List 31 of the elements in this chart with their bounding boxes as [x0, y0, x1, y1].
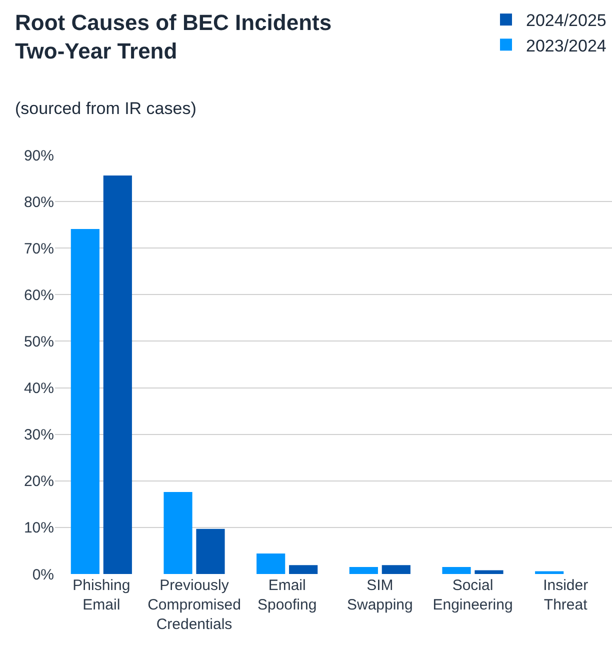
- bar: [164, 492, 192, 574]
- y-tick-label: 60%: [24, 286, 54, 304]
- legend-label: 2023/2024: [526, 36, 606, 56]
- bar: [474, 570, 504, 574]
- bar: [442, 567, 471, 574]
- x-tick-label: Insider Threat: [543, 577, 588, 614]
- bar: [103, 175, 132, 574]
- chart-title: Root Causes of BEC Incidents Two-Year Trend: [15, 10, 332, 64]
- bar: [70, 229, 100, 574]
- bar: [196, 528, 225, 574]
- x-tick-label: Email Spoofing: [257, 577, 317, 614]
- x-tick-label: SIM Swapping: [346, 577, 413, 614]
- y-tick-label: 50%: [24, 333, 54, 350]
- y-tick-label: 0%: [32, 566, 54, 584]
- y-tick-label: 70%: [24, 240, 54, 258]
- bar: [349, 567, 378, 574]
- bar: [289, 565, 318, 574]
- y-tick-label: 80%: [24, 194, 54, 211]
- x-tick-label: Previously Compromised Credentials: [148, 577, 241, 633]
- y-tick-label: 10%: [24, 520, 54, 537]
- bar: [382, 565, 410, 574]
- legend-label: 2024/2025: [526, 11, 606, 30]
- bar: [256, 554, 286, 574]
- y-tick-label: 90%: [24, 147, 54, 164]
- bar: [535, 571, 564, 574]
- x-tick-label: Phishing Email: [72, 577, 130, 614]
- x-tick-label: Social Engineering: [432, 577, 513, 614]
- y-tick-label: 20%: [24, 473, 54, 490]
- y-tick-label: 40%: [24, 380, 54, 398]
- y-tick-label: 30%: [24, 426, 54, 444]
- chart-subtitle: (sourced from IR cases): [15, 99, 196, 118]
